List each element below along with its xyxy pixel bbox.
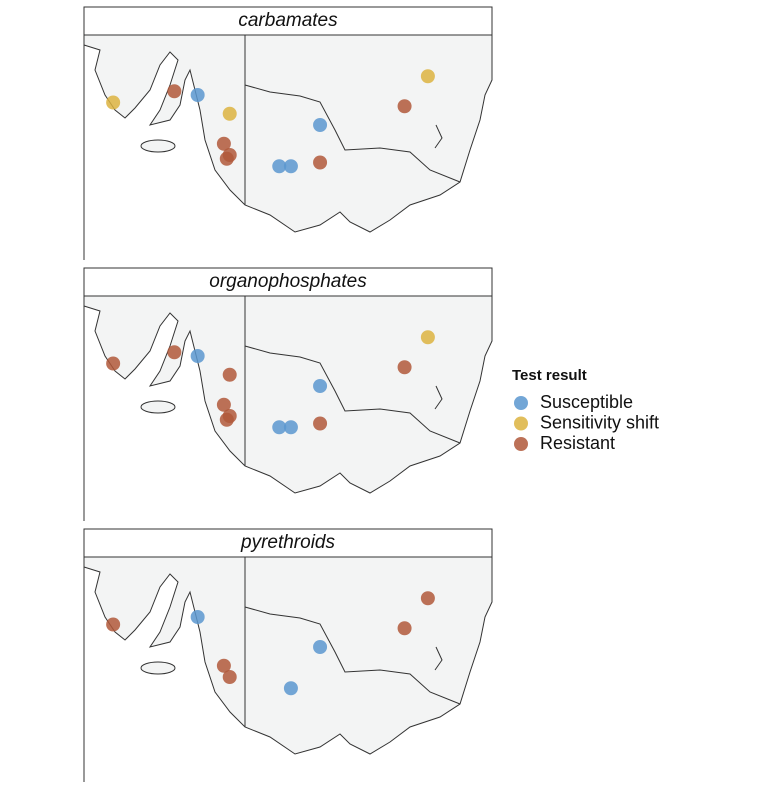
site-point [272,159,287,174]
site-point [313,640,328,654]
site-point [283,681,298,696]
legend-label: Sensitivity shift [540,412,659,432]
site-point [216,136,231,151]
site-point [283,420,298,435]
site-point [216,658,231,673]
site-point [222,367,237,382]
site-point [216,397,231,412]
legend-swatch [514,416,528,431]
panel-title: pyrethroids [240,532,335,553]
site-point [219,412,234,427]
legend-label: Resistant [540,433,615,453]
site-point [222,106,237,121]
site-point [167,345,182,360]
site-point [420,330,435,345]
site-point [397,360,412,375]
panel-title: carbamates [238,10,338,31]
site-point [222,670,237,684]
points [106,591,435,696]
site-point [283,159,298,174]
basemap [83,556,493,783]
site-point [272,420,287,435]
site-point [420,69,435,84]
site-point [106,95,121,110]
site-point [420,591,435,606]
basemap [83,34,493,261]
legend-swatch [514,396,528,410]
site-point [313,118,328,132]
site-point [106,356,121,371]
legend-swatch [514,437,528,451]
site-point [190,349,205,363]
site-point [313,379,328,393]
basemap [83,295,493,522]
map-panel: organophosphates [83,267,493,522]
site-point [190,88,205,102]
points [106,69,435,174]
panels: carbamates organophosphates pyrethroids [83,6,493,783]
site-point [397,99,412,114]
legend-label: Susceptible [540,392,633,412]
map-panel: pyrethroids [83,528,493,783]
points [106,330,435,435]
site-point [313,416,328,431]
site-point [219,151,234,166]
site-point [190,610,205,624]
panel-title: organophosphates [209,271,367,292]
site-point [397,621,412,636]
site-point [167,84,182,99]
site-point [313,155,328,170]
map-panel: carbamates [83,6,493,261]
legend-title: Test result [512,367,587,384]
site-point [106,617,121,632]
panel-strip [83,6,493,36]
